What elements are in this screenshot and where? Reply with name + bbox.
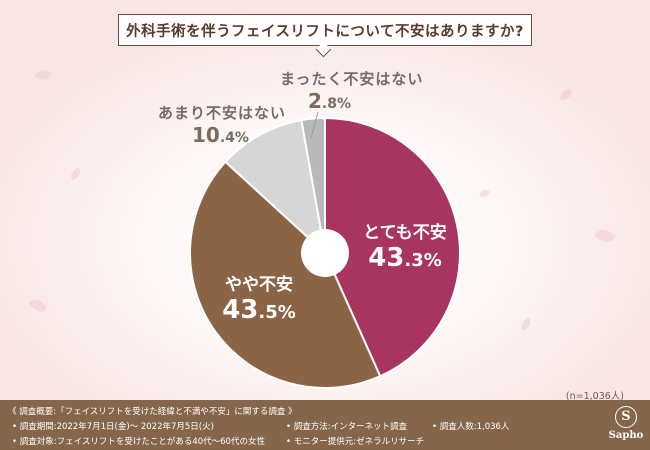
survey-provider: • モニター提供元:ゼネラルリサーチ xyxy=(286,437,425,447)
label-not-at-all-name: まったく不安はない xyxy=(280,70,424,88)
sample-size-note: (n=1,036人) xyxy=(565,391,624,402)
label-not-at-all: まったく不安はない 2.8% xyxy=(280,68,423,113)
label-not-much: あまり不安はない 10.4% xyxy=(158,102,286,147)
label-somewhat-anxious: やや不安 43.5% xyxy=(204,270,314,328)
label-very-anxious-name: とても不安 xyxy=(363,223,447,243)
donut-hole xyxy=(301,229,349,277)
survey-target: • 調査対象:フェイスリフトを受けたことがある40代〜60代の女性 xyxy=(12,437,265,447)
sapho-logo-mark: S xyxy=(615,406,637,428)
label-not-much-pct: 10 xyxy=(192,123,220,147)
label-very-anxious: とても不安 43.3% xyxy=(350,218,460,276)
label-not-at-all-pct: 2 xyxy=(308,89,322,113)
survey-method: • 調査方法:インターネット調査 xyxy=(286,422,408,432)
label-not-much-pct-dec: .4% xyxy=(219,130,249,146)
label-not-at-all-pct-dec: .8% xyxy=(321,96,352,112)
label-somewhat-anxious-name: やや不安 xyxy=(225,275,293,295)
pie-slice-not-much xyxy=(224,118,327,256)
sapho-logo: S Sapho xyxy=(606,406,646,441)
pie-slice-somewhat-anxious xyxy=(189,160,382,389)
chart-title: 外科手術を伴うフェイスリフトについて不安はありますか? xyxy=(126,23,524,40)
sapho-logo-text: Sapho xyxy=(608,430,644,441)
label-very-anxious-pct: 43 xyxy=(368,243,405,273)
leader-line-not-at-all xyxy=(310,111,319,139)
label-not-much-name: あまり不安はない xyxy=(158,104,287,122)
pie-slice-not-at-all xyxy=(300,116,326,254)
survey-period: • 調査期間:2022年7月1日(金)〜 2022年7月5日(火) xyxy=(12,422,214,432)
survey-footer: 《 調査概要:「フェイスリフトを受けた経緯と不満や不安」に関する調査 》 • 調… xyxy=(0,400,650,450)
survey-count: • 調査人数:1,036人 xyxy=(432,422,510,432)
label-very-anxious-pct-dec: .3% xyxy=(404,250,442,271)
pie-chart xyxy=(189,111,461,389)
label-somewhat-anxious-pct: 43 xyxy=(222,295,259,325)
pie-slice-very-anxious xyxy=(324,116,461,378)
survey-overview: 《 調査概要:「フェイスリフトを受けた経緯と不満や不安」に関する調査 》 xyxy=(8,407,297,417)
label-somewhat-anxious-pct-dec: .5% xyxy=(258,302,296,323)
chart-title-box: 外科手術を伴うフェイスリフトについて不安はありますか? xyxy=(118,14,532,46)
